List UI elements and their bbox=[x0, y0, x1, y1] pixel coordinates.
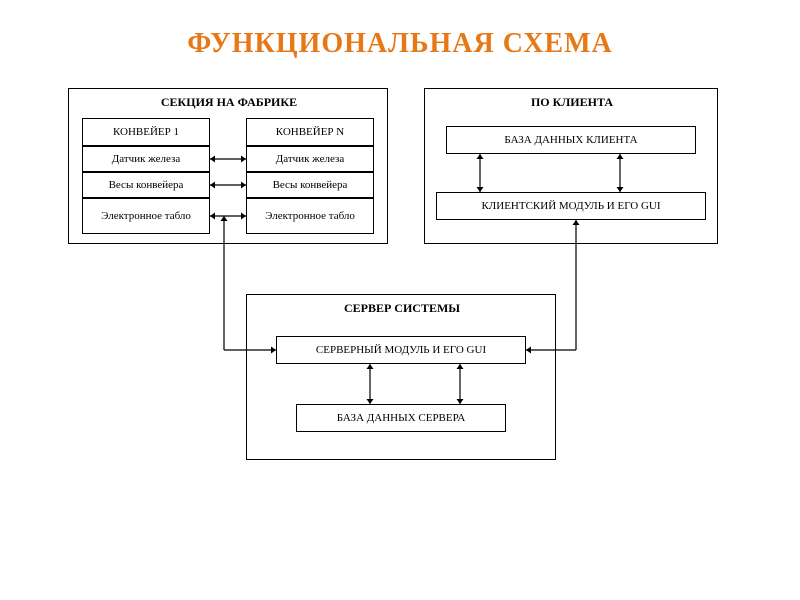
box-conv1-sensor: Датчик железа bbox=[82, 146, 210, 172]
frame-client-title: ПО КЛИЕНТА bbox=[425, 95, 719, 110]
box-client-db: БАЗА ДАННЫХ КЛИЕНТА bbox=[446, 126, 696, 154]
frame-server: СЕРВЕР СИСТЕМЫ bbox=[246, 294, 556, 460]
box-conv1-head: КОНВЕЙЕР 1 bbox=[82, 118, 210, 146]
box-server-mod: СЕРВЕРНЫЙ МОДУЛЬ И ЕГО GUI bbox=[276, 336, 526, 364]
frame-factory-title: СЕКЦИЯ НА ФАБРИКЕ bbox=[69, 95, 389, 110]
box-conv1-scale: Весы конвейера bbox=[82, 172, 210, 198]
frame-client: ПО КЛИЕНТА bbox=[424, 88, 718, 244]
frame-server-title: СЕРВЕР СИСТЕМЫ bbox=[247, 301, 557, 316]
box-client-mod: КЛИЕНТСКИЙ МОДУЛЬ И ЕГО GUI bbox=[436, 192, 706, 220]
page-title: ФУНКЦИОНАЛЬНАЯ СХЕМА bbox=[0, 28, 800, 60]
box-convn-sensor: Датчик железа bbox=[246, 146, 374, 172]
box-convn-scale: Весы конвейера bbox=[246, 172, 374, 198]
box-conv1-board: Электронное табло bbox=[82, 198, 210, 234]
box-server-db: БАЗА ДАННЫХ СЕРВЕРА bbox=[296, 404, 506, 432]
box-convn-board: Электронное табло bbox=[246, 198, 374, 234]
box-convn-head: КОНВЕЙЕР N bbox=[246, 118, 374, 146]
